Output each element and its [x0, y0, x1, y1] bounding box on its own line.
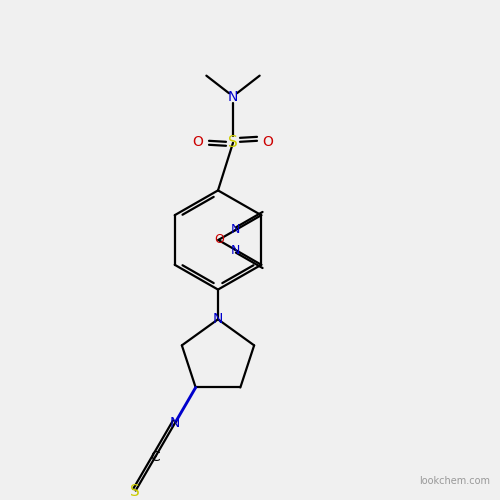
- Text: O: O: [262, 135, 274, 149]
- Text: S: S: [130, 484, 140, 499]
- Text: C: C: [150, 450, 160, 464]
- Text: N: N: [170, 416, 180, 430]
- Text: O: O: [214, 234, 224, 246]
- Text: N: N: [228, 90, 238, 104]
- Text: S: S: [228, 136, 238, 150]
- Text: O: O: [192, 135, 203, 149]
- Text: N: N: [231, 223, 240, 236]
- Text: lookchem.com: lookchem.com: [419, 476, 490, 486]
- Text: N: N: [213, 312, 223, 326]
- Text: N: N: [231, 244, 240, 257]
